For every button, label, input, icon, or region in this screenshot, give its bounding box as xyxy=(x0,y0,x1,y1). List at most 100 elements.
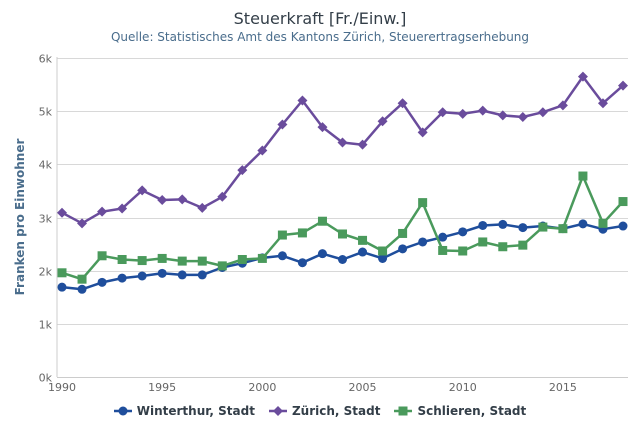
data-point[interactable] xyxy=(578,219,588,229)
data-point[interactable] xyxy=(137,185,148,196)
data-point[interactable] xyxy=(398,244,408,254)
data-point[interactable] xyxy=(518,240,528,250)
legend: Winterthur, Stadt Zürich, Stadt Schlieren,… xyxy=(0,404,640,418)
data-point[interactable] xyxy=(417,127,428,138)
data-point[interactable] xyxy=(338,255,347,265)
series-2 xyxy=(57,171,628,284)
data-point[interactable] xyxy=(157,253,167,263)
data-point[interactable] xyxy=(397,98,408,109)
legend-item[interactable]: Winterthur, Stadt xyxy=(113,404,255,418)
data-point[interactable] xyxy=(257,145,268,156)
data-point[interactable] xyxy=(378,253,388,263)
data-point[interactable] xyxy=(97,277,107,287)
legend-item[interactable]: Zürich, Stadt xyxy=(268,404,381,418)
data-point[interactable] xyxy=(77,274,87,284)
data-point[interactable] xyxy=(598,218,608,228)
data-point[interactable] xyxy=(518,223,528,233)
data-point[interactable] xyxy=(498,219,508,229)
data-point[interactable] xyxy=(197,256,207,266)
data-point[interactable] xyxy=(498,242,508,252)
x-tick-label: 2015 xyxy=(549,381,577,394)
data-point[interactable] xyxy=(297,258,307,268)
data-point[interactable] xyxy=(177,270,187,280)
y-tick-label: 6k xyxy=(39,53,53,66)
data-point[interactable] xyxy=(618,197,628,207)
legend-label: Schlieren, Stadt xyxy=(417,404,527,418)
data-point[interactable] xyxy=(237,165,248,176)
data-point[interactable] xyxy=(537,107,548,118)
data-point[interactable] xyxy=(197,202,208,213)
data-point[interactable] xyxy=(77,284,87,294)
x-tick-label: 2005 xyxy=(349,381,377,394)
y-tick-label: 2k xyxy=(39,266,53,279)
data-point[interactable] xyxy=(257,253,267,263)
data-point[interactable] xyxy=(378,246,388,256)
data-point[interactable] xyxy=(437,107,448,118)
legend-label: Zürich, Stadt xyxy=(291,404,381,418)
data-point[interactable] xyxy=(57,207,67,218)
data-point[interactable] xyxy=(317,249,327,259)
data-point[interactable] xyxy=(558,224,568,234)
data-point[interactable] xyxy=(137,271,147,281)
y-tick-label: 1k xyxy=(39,319,53,332)
data-point[interactable] xyxy=(277,119,288,130)
data-point[interactable] xyxy=(458,246,468,256)
data-point[interactable] xyxy=(317,216,327,226)
data-point[interactable] xyxy=(57,268,67,278)
data-point[interactable] xyxy=(358,235,368,245)
data-point[interactable] xyxy=(557,100,568,111)
data-point[interactable] xyxy=(337,137,348,148)
data-point[interactable] xyxy=(358,247,368,257)
data-point[interactable] xyxy=(418,237,428,247)
data-point[interactable] xyxy=(618,80,628,91)
data-point[interactable] xyxy=(77,218,88,229)
data-point[interactable] xyxy=(618,221,628,231)
series-0 xyxy=(57,219,628,294)
data-point[interactable] xyxy=(217,191,228,202)
x-tick-label: 1990 xyxy=(48,381,76,394)
data-point[interactable] xyxy=(177,194,188,205)
data-point[interactable] xyxy=(177,256,187,266)
data-point[interactable] xyxy=(418,198,428,208)
diamond-marker-icon xyxy=(268,406,287,416)
data-point[interactable] xyxy=(357,139,368,150)
data-point[interactable] xyxy=(297,228,307,238)
data-point[interactable] xyxy=(398,228,408,238)
data-point[interactable] xyxy=(577,71,588,82)
data-point[interactable] xyxy=(237,255,247,265)
y-tick-label: 0k xyxy=(39,372,53,385)
data-point[interactable] xyxy=(497,110,508,121)
data-point[interactable] xyxy=(377,116,388,127)
data-point[interactable] xyxy=(538,222,548,232)
data-point[interactable] xyxy=(277,251,287,261)
data-point[interactable] xyxy=(197,270,207,280)
data-point[interactable] xyxy=(438,232,448,242)
data-point[interactable] xyxy=(597,98,608,109)
data-point[interactable] xyxy=(478,220,488,230)
series-group xyxy=(57,71,628,294)
series-line xyxy=(61,75,624,225)
data-point[interactable] xyxy=(297,95,308,106)
data-point[interactable] xyxy=(97,251,107,261)
data-point[interactable] xyxy=(117,203,128,214)
data-point[interactable] xyxy=(457,108,468,119)
data-point[interactable] xyxy=(458,227,468,237)
data-point[interactable] xyxy=(317,122,328,133)
data-point[interactable] xyxy=(157,268,167,278)
legend-label: Winterthur, Stadt xyxy=(136,404,255,418)
data-point[interactable] xyxy=(517,112,528,123)
data-point[interactable] xyxy=(217,261,227,271)
data-point[interactable] xyxy=(578,171,588,181)
data-point[interactable] xyxy=(478,237,488,247)
data-point[interactable] xyxy=(438,245,448,255)
data-point[interactable] xyxy=(338,229,347,239)
data-point[interactable] xyxy=(137,256,147,266)
data-point[interactable] xyxy=(477,105,488,116)
legend-item[interactable]: Schlieren, Stadt xyxy=(394,404,526,418)
data-point[interactable] xyxy=(277,230,287,240)
data-point[interactable] xyxy=(97,206,108,217)
data-point[interactable] xyxy=(117,255,127,265)
data-point[interactable] xyxy=(57,282,67,292)
data-point[interactable] xyxy=(157,194,168,205)
data-point[interactable] xyxy=(117,273,127,283)
